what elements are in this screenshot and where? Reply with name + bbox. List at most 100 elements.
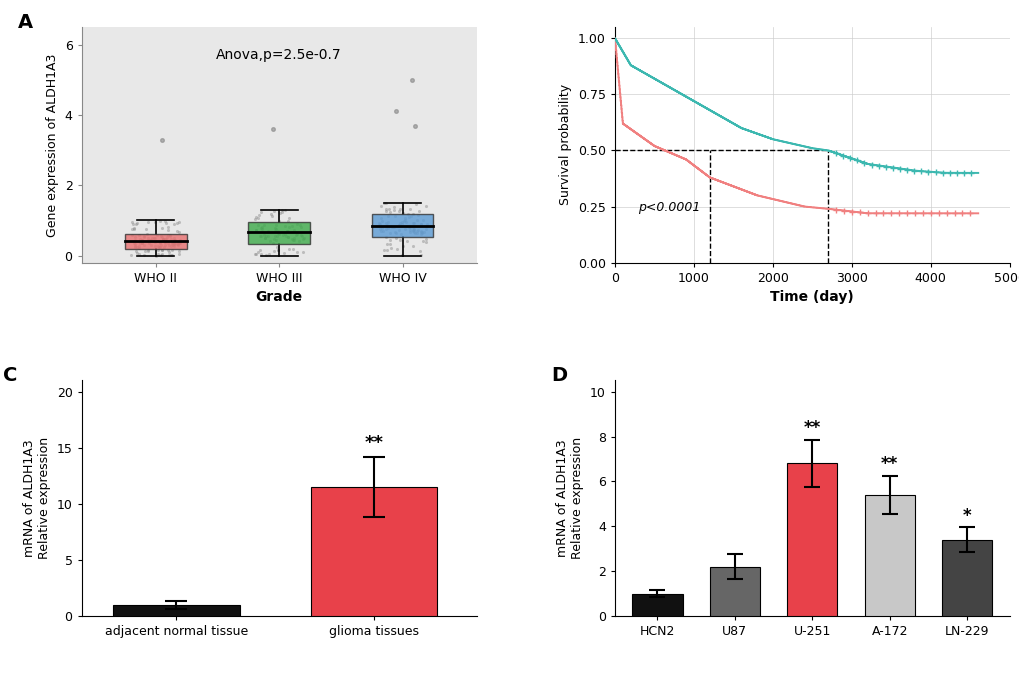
Point: [141, 238, 157, 248]
Point: [267, 223, 283, 234]
Point: [406, 226, 422, 237]
Point: [418, 221, 434, 232]
Point: [131, 237, 148, 248]
Point: [405, 209, 421, 219]
Point: [255, 230, 271, 240]
Point: [172, 238, 189, 248]
Point: [250, 246, 266, 257]
Point: [373, 223, 389, 234]
Point: [401, 227, 418, 238]
Point: [406, 217, 422, 228]
Point: [124, 230, 141, 241]
Point: [270, 244, 286, 255]
Point: [247, 214, 263, 225]
Point: [380, 221, 396, 232]
Point: [140, 245, 156, 256]
Point: [171, 235, 187, 246]
Point: [379, 211, 395, 222]
Y-axis label: mRNA of ALDH1A3
Relative expression: mRNA of ALDH1A3 Relative expression: [555, 437, 584, 559]
Point: [400, 221, 417, 232]
Point: [390, 205, 407, 216]
Point: [147, 232, 163, 243]
Point: [401, 224, 418, 235]
Point: [258, 230, 274, 241]
Point: [133, 238, 150, 248]
Point: [153, 240, 169, 250]
Point: [130, 241, 147, 252]
Point: [396, 214, 413, 225]
Point: [393, 217, 410, 227]
Point: [254, 222, 270, 233]
Point: [418, 223, 434, 234]
Point: [413, 229, 429, 240]
Point: [133, 235, 150, 246]
Point: [373, 213, 389, 223]
Point: [256, 219, 272, 230]
Point: [410, 224, 426, 235]
Point: [262, 209, 278, 219]
Point: [276, 221, 292, 232]
Point: [405, 225, 421, 236]
Point: [170, 236, 186, 246]
Point: [161, 240, 177, 250]
Point: [123, 250, 140, 261]
Point: [124, 217, 141, 227]
Bar: [248, 222, 310, 244]
Point: [126, 232, 143, 242]
Point: [154, 134, 170, 145]
Point: [166, 238, 182, 249]
Bar: [709, 567, 759, 616]
Point: [293, 231, 310, 242]
Point: [143, 240, 159, 250]
Point: [382, 221, 398, 232]
Point: [154, 245, 170, 256]
Point: [146, 233, 162, 244]
Point: [377, 218, 393, 229]
Point: [391, 224, 408, 235]
Point: [247, 248, 263, 259]
Point: [127, 235, 144, 246]
Point: [395, 215, 412, 226]
Point: [373, 200, 389, 211]
Point: [387, 233, 404, 244]
Point: [280, 232, 297, 243]
Point: [161, 230, 177, 241]
Point: [279, 232, 296, 243]
Point: [166, 235, 182, 246]
Point: [151, 241, 167, 252]
Point: [166, 238, 182, 248]
Point: [156, 241, 172, 252]
Point: [411, 206, 427, 217]
Point: [267, 230, 283, 241]
Point: [268, 242, 284, 253]
Point: [381, 234, 397, 245]
Point: [130, 242, 147, 253]
Point: [414, 236, 430, 246]
Point: [260, 226, 276, 237]
Point: [136, 232, 152, 242]
Point: [251, 244, 267, 255]
Point: [248, 212, 264, 223]
Point: [417, 234, 433, 245]
Point: [165, 240, 181, 250]
Point: [265, 246, 281, 257]
Point: [266, 234, 282, 244]
Point: [153, 250, 169, 261]
Point: [378, 204, 394, 215]
Point: [260, 225, 276, 236]
Text: p<0.0001: p<0.0001: [638, 201, 700, 214]
Point: [383, 221, 399, 232]
Point: [169, 240, 185, 251]
Point: [251, 209, 267, 220]
Point: [160, 230, 176, 240]
Point: [164, 250, 180, 261]
Point: [398, 220, 415, 231]
Point: [396, 212, 413, 223]
Point: [155, 233, 171, 244]
Point: [378, 219, 394, 230]
Point: [127, 240, 144, 251]
Point: [284, 234, 301, 245]
Point: [149, 230, 165, 241]
Point: [130, 249, 147, 260]
Point: [396, 223, 413, 234]
